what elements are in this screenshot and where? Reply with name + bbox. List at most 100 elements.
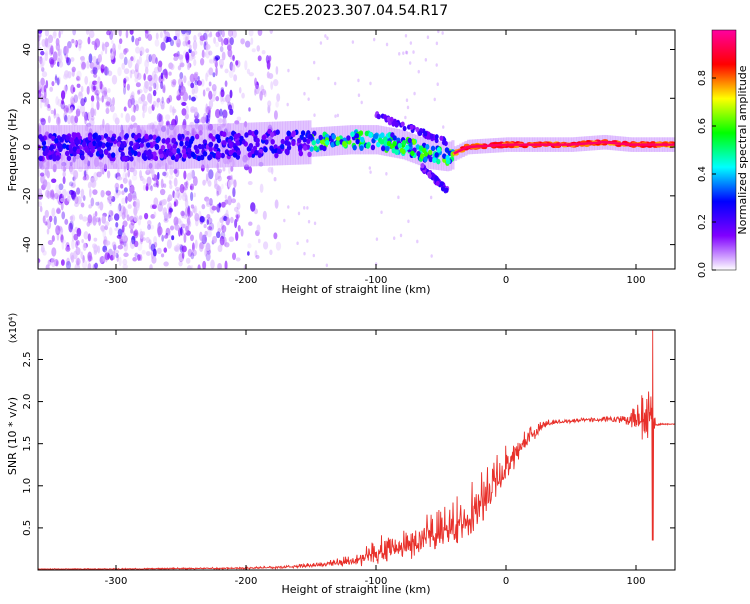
spectrogram-halo [266, 121, 270, 166]
spectrogram-speckle [75, 240, 78, 249]
spectrogram-speckle [178, 77, 183, 87]
spectrogram-speckle [220, 98, 225, 105]
spectrogram-x-ticks: -300 -200 -100 0 100 [105, 30, 646, 286]
spectrogram-speckle [223, 37, 229, 46]
spectrogram-speckle [123, 78, 127, 84]
spectrogram-speckle [313, 221, 317, 226]
spectrogram-speckle [156, 247, 162, 255]
spectrogram-speckle [220, 231, 226, 240]
spectrogram-speckle [248, 221, 253, 226]
spectrogram-ridge-blob [145, 142, 151, 148]
spectrogram-ridge-blob [291, 140, 296, 147]
snr-x-tick-label: -200 [235, 576, 258, 587]
spectrogram-speckle [178, 84, 182, 93]
snr-y-tick-label: 1.5 [22, 436, 33, 452]
spectrogram-speckle [184, 207, 189, 217]
spectrogram-halo [212, 123, 216, 168]
spectrogram-speckle [181, 108, 187, 116]
spectrogram-speckle [92, 189, 98, 195]
spectrogram-halo [438, 141, 442, 171]
spectrogram-ridge-blob [380, 145, 386, 152]
spectrogram-speckle [220, 89, 225, 98]
spectrogram-speckle [267, 100, 272, 108]
spectrogram-speckle [205, 72, 208, 82]
spectrogram-speckle [274, 199, 279, 209]
spectrogram-upper-branch [439, 135, 444, 141]
spectrogram-ridge-blob [62, 143, 67, 149]
spectrogram-halo [220, 123, 224, 168]
spectrogram-speckle [123, 106, 127, 112]
spectrogram-speckle [236, 116, 242, 122]
spectrogram-speckle [46, 228, 50, 235]
spectrogram-speckle [307, 219, 311, 224]
spectrogram-speckle [60, 259, 65, 266]
spectrogram-speckle [201, 51, 207, 58]
spectrogram-ridge-blob [239, 135, 244, 142]
spectrogram-speckle [101, 87, 107, 95]
spectrogram-speckle [237, 225, 241, 232]
spectrogram-ridge-blob [331, 134, 337, 140]
spectrogram-speckle [50, 257, 57, 268]
spectrogram-ridge-blob [315, 138, 321, 145]
spectrogram-speckle [368, 166, 372, 170]
spectrogram-speckle [153, 183, 159, 188]
spectrogram-speckle [93, 237, 98, 242]
spectrogram-speckle [123, 242, 128, 252]
spectrogram-speckle [262, 210, 267, 220]
spectrogram-speckle [188, 94, 192, 101]
spectrogram-ridge-blob [306, 138, 311, 145]
spectrogram-speckle [129, 69, 133, 79]
spectrogram-speckle [206, 214, 211, 219]
spectrogram-speckle [87, 36, 91, 45]
snr-x-tick-label: -300 [105, 576, 128, 587]
spectrogram-ridge-blob [136, 151, 142, 157]
spectrogram-speckle [175, 30, 181, 38]
spectrogram-ridge-blob [199, 154, 205, 161]
spectrogram-speckle [202, 179, 206, 186]
colorbar-tick-label: 0.0 [697, 262, 708, 278]
spectrogram-speckle [227, 195, 232, 206]
spectrogram-speckle [197, 75, 200, 82]
spectrogram-speckle [176, 42, 180, 48]
spectrogram-speckle [163, 261, 169, 267]
spectrogram-halo [448, 141, 452, 171]
spectrogram-speckle [102, 93, 108, 100]
spectrogram-upper-branch [434, 137, 439, 144]
spectrogram-speckle [270, 166, 274, 175]
spectrogram-speckle [392, 236, 396, 240]
spectrogram-speckle [131, 174, 138, 181]
spectrogram-speckle [162, 207, 168, 217]
spectrogram-speckle [50, 189, 55, 198]
spectrogram-speckle [230, 165, 234, 172]
spectrogram-speckle [225, 216, 231, 226]
spectrogram-speckle [134, 37, 140, 46]
spectrogram-speckle [433, 97, 436, 102]
spectrogram-ridge-blob [110, 136, 116, 142]
spectrogram-ridge-blob [397, 142, 403, 149]
spectrogram-speckle [429, 195, 433, 200]
spectrogram-speckle [200, 78, 205, 87]
spectrogram-speckle [168, 175, 174, 180]
spectrogram-speckle [44, 50, 49, 56]
spectrogram-ridge-line [453, 141, 675, 155]
spectrogram-speckle [230, 61, 235, 71]
spectrogram-halo [277, 121, 281, 166]
spectrogram-speckle [67, 71, 72, 79]
spectrogram-speckle [426, 35, 430, 40]
spectrogram-speckle [157, 226, 163, 236]
spectrogram-speckle [63, 73, 69, 80]
spectrogram-speckle [204, 32, 209, 42]
spectrogram-speckle [169, 63, 175, 71]
spectrogram-speckle [49, 86, 54, 92]
spectrogram-speckle [82, 242, 87, 252]
spectrogram-speckle [64, 52, 69, 60]
spectrogram-speckle [217, 244, 223, 253]
spectrogram-speckle [146, 53, 151, 63]
spectrogram-speckle [235, 257, 241, 262]
spectrogram-speckle [76, 240, 80, 246]
spectrogram-speckle [143, 73, 146, 81]
spectrogram-speckle [233, 206, 239, 212]
spectrogram-speckle [58, 183, 64, 191]
spectrogram-lower-branch [444, 187, 449, 193]
spectrogram-speckle [80, 85, 84, 93]
